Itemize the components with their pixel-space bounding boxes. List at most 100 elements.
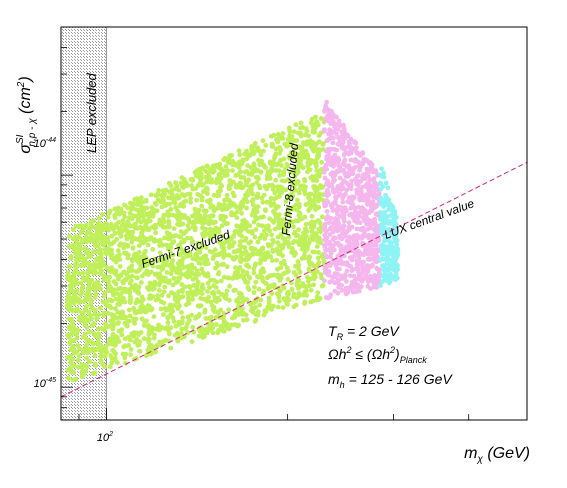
scatter-point (309, 261, 315, 267)
scatter-point (325, 107, 331, 113)
scatter-point (287, 218, 293, 224)
scatter-point (296, 227, 301, 233)
scatter-point (244, 271, 249, 276)
scatter-point (262, 309, 268, 315)
scatter-point (340, 199, 346, 205)
scatter-point (200, 182, 206, 187)
scatter-point (344, 268, 350, 274)
scatter-point (146, 332, 152, 337)
scatter-point (248, 239, 254, 245)
scatter-point (165, 320, 171, 326)
scatter-point (335, 155, 341, 161)
scatter-point (143, 309, 149, 315)
scatter-point (341, 193, 347, 198)
scatter-point (326, 220, 332, 226)
scatter-point (263, 142, 269, 148)
scatter-point (195, 192, 201, 197)
scatter-point (204, 273, 210, 279)
scatter-point (161, 300, 167, 306)
scatter-point (362, 232, 367, 238)
scatter-point (71, 363, 77, 369)
scatter-point (378, 195, 383, 201)
scatter-point (246, 274, 252, 280)
scatter-point (347, 255, 353, 261)
scatter-point (230, 315, 235, 321)
scatter-point (208, 277, 214, 283)
scatter-point (131, 213, 137, 219)
scatter-point (266, 273, 272, 279)
scatter-point (112, 231, 118, 236)
scatter-point (153, 202, 159, 207)
scatter-point (233, 184, 239, 190)
scatter-point (198, 256, 204, 262)
scatter-point (296, 190, 302, 196)
scatter-point (134, 207, 140, 213)
scatter-point (70, 377, 76, 383)
scatter-point (274, 137, 279, 142)
scatter-point (182, 248, 188, 254)
scatter-point (148, 326, 154, 331)
scatter-point (85, 271, 90, 276)
scatter-point (185, 290, 191, 296)
scatter-point (324, 187, 330, 193)
scatter-point (183, 198, 189, 204)
scatter-point (168, 311, 174, 317)
scatter-point (234, 204, 239, 210)
scatter-point (291, 129, 297, 135)
scatter-point (150, 208, 156, 214)
scatter-point (126, 307, 132, 313)
scatter-point (304, 288, 309, 294)
scatter-point (215, 176, 221, 182)
scatter-point (310, 203, 316, 209)
scatter-point (156, 258, 162, 263)
scatter-point (227, 283, 233, 289)
scatter-point (258, 169, 264, 175)
scatter-point (229, 203, 234, 208)
scatter-point (229, 153, 235, 158)
scatter-point (163, 262, 168, 268)
scatter-point (207, 248, 213, 254)
scatter-point (69, 295, 75, 301)
scatter-point (386, 207, 392, 212)
scatter-point (158, 199, 163, 205)
scatter-point (137, 243, 142, 249)
scatter-point (92, 333, 98, 339)
scatter-point (253, 279, 259, 285)
scatter-point (341, 223, 347, 229)
scatter-point (234, 228, 240, 234)
scatter-point (314, 168, 320, 174)
scatter-point (304, 229, 310, 234)
scatter-point (356, 160, 362, 165)
scatter-point (176, 187, 182, 193)
scatter-point (211, 232, 217, 238)
scatter-point (274, 257, 280, 263)
scatter-point (330, 274, 335, 280)
scatter-point (335, 218, 340, 223)
scatter-point (249, 252, 255, 257)
scatter-point (117, 264, 123, 269)
scatter-point (263, 224, 269, 229)
scatter-point (210, 307, 216, 312)
scatter-point (286, 207, 292, 212)
scatter-point (108, 353, 114, 358)
scatter-point (122, 336, 128, 342)
scatter-point (119, 309, 125, 315)
scatter-point (183, 229, 189, 234)
scatter-point (335, 168, 341, 174)
scatter-point (312, 142, 318, 148)
scatter-point (129, 331, 135, 337)
scatter-point (157, 288, 162, 293)
scatter-point (181, 237, 187, 243)
scatter-point (119, 315, 124, 321)
scatter-point (336, 254, 342, 259)
scatter-point (102, 290, 108, 296)
scatter-point (171, 319, 177, 324)
scatter-point (165, 224, 171, 230)
scatter-point (231, 240, 237, 246)
scatter-point (88, 231, 93, 237)
scatter-point (356, 173, 361, 179)
scatter-point (279, 185, 285, 191)
scatter-point (179, 282, 185, 287)
scatter-point (204, 330, 210, 336)
scatter-point (330, 118, 336, 124)
